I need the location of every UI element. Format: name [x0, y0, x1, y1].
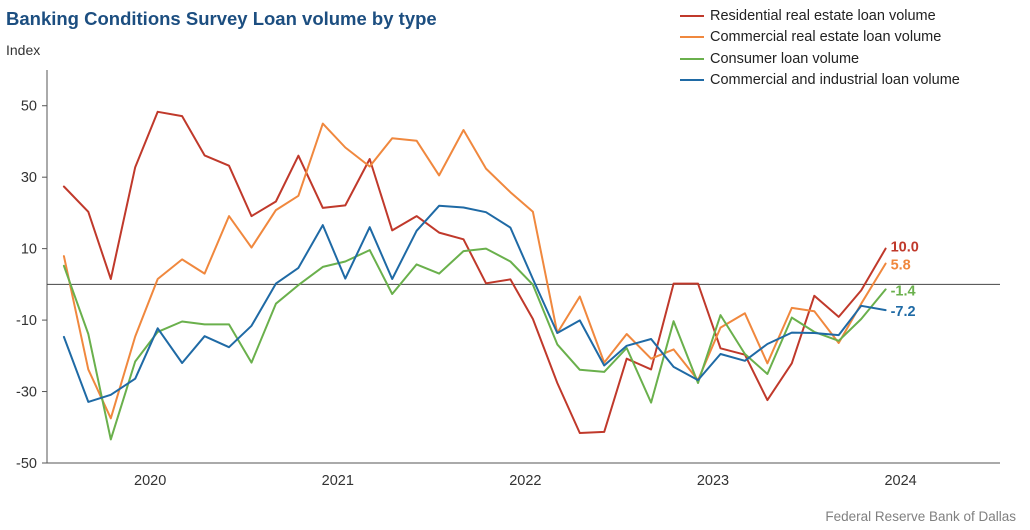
y-tick-label: -10 — [16, 313, 37, 329]
y-tick-label: 30 — [21, 170, 37, 186]
series-line — [62, 122, 887, 420]
end-value-label: 5.8 — [891, 258, 911, 274]
end-value-label: -7.2 — [891, 304, 916, 320]
x-tick-label: 2020 — [134, 473, 166, 489]
series-line — [62, 204, 887, 403]
end-value-label: -1.4 — [891, 283, 916, 299]
y-axis-label: Index — [6, 42, 41, 58]
series-line — [62, 247, 887, 441]
legend-item: Commercial and industrial loan volume — [680, 70, 960, 92]
legend-label: Commercial and industrial loan volume — [710, 72, 960, 89]
legend: Residential real estate loan volume Comme… — [680, 5, 960, 91]
legend-label: Residential real estate loan volume — [710, 7, 936, 24]
y-tick-label: -30 — [16, 385, 37, 401]
legend-item: Commercial real estate loan volume — [680, 27, 960, 49]
y-tick-label: 10 — [21, 242, 37, 258]
y-tick-label: -50 — [16, 456, 37, 472]
end-value-label: 10.0 — [891, 240, 919, 256]
chart-title: Banking Conditions Survey Loan volume by… — [6, 8, 437, 29]
legend-swatch — [680, 79, 704, 82]
y-tick-label: 50 — [21, 99, 37, 115]
series-line — [62, 110, 887, 434]
x-tick-label: 2023 — [697, 473, 729, 489]
x-tick-label: 2022 — [509, 473, 541, 489]
x-tick-label: 2021 — [322, 473, 354, 489]
legend-label: Consumer loan volume — [710, 50, 860, 67]
legend-item: Residential real estate loan volume — [680, 5, 960, 27]
legend-swatch — [680, 14, 704, 17]
legend-swatch — [680, 36, 704, 39]
x-tick-label: 2024 — [884, 473, 916, 489]
legend-item: Consumer loan volume — [680, 48, 960, 70]
legend-swatch — [680, 57, 704, 60]
source-note: Federal Reserve Bank of Dallas — [825, 509, 1016, 524]
legend-label: Commercial real estate loan volume — [710, 29, 942, 46]
